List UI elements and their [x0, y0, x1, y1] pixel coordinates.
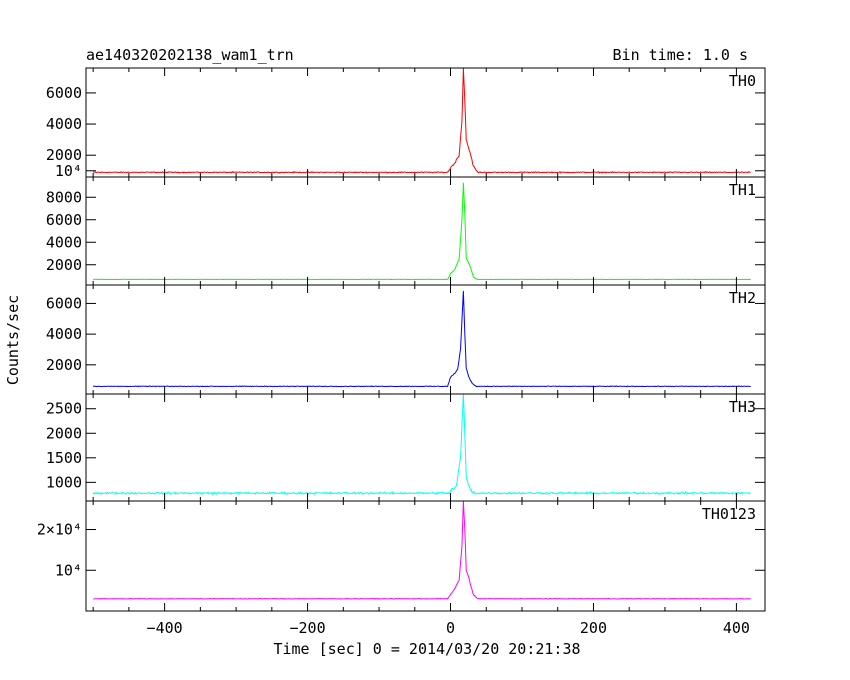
series-line-th0123: [93, 500, 751, 600]
panel-label: TH2: [729, 289, 756, 307]
panel-frame: [85, 500, 766, 612]
chart-subtitle: Bin time: 1.0 s: [613, 46, 748, 64]
y-tick-label: 8000: [46, 188, 82, 206]
y-tick-label: 10⁴: [55, 561, 82, 579]
series-line-th2: [92, 290, 751, 388]
x-tick-label: 400: [723, 619, 750, 637]
chart-title: ae140320202138_wam1_trn: [86, 46, 294, 64]
y-tick-label: 6000: [46, 294, 82, 312]
x-tick-label: 200: [580, 619, 607, 637]
y-tick-label: 4000: [46, 233, 82, 251]
panel-th0123: 10⁴ 2×10⁴ TH0123: [37, 500, 766, 612]
series-line-th3: [92, 393, 751, 496]
x-axis-title: Time [sec] 0 = 2014/03/20 20:21:38: [273, 640, 580, 658]
series-line-th1: [93, 182, 751, 281]
panel-label: TH0: [729, 72, 756, 90]
y-tick-label: 1500: [46, 449, 82, 467]
y-tick-label: 2500: [46, 400, 82, 418]
y-tick-label: 2000: [46, 146, 82, 164]
y-tick-label: 2000: [46, 256, 82, 274]
x-tick-label: −400: [147, 619, 183, 637]
panel-th3: 1000 1500 2000 2500 TH3: [46, 393, 766, 502]
panel-frame: [85, 176, 766, 286]
panel-label: TH0123: [702, 505, 756, 523]
y-tick-label: 1000: [46, 473, 82, 491]
series-line-th0: [92, 68, 751, 174]
panel-label: TH1: [729, 181, 756, 199]
y-tick-label: 4000: [46, 115, 82, 133]
panel-th1: 2000 4000 6000 8000 TH1: [46, 176, 766, 286]
panel-label: TH3: [729, 398, 756, 416]
y-axis-title: Counts/sec: [4, 295, 22, 385]
y-tick-label: 2×10⁴: [37, 521, 82, 539]
panel-th2: 2000 4000 6000 TH2: [46, 284, 766, 395]
y-tick-label: 6000: [46, 84, 82, 102]
y-tick-label: 2000: [46, 356, 82, 374]
y-tick-label: 2000: [46, 424, 82, 442]
x-tick-label: −200: [290, 619, 326, 637]
panel-frame: [85, 393, 766, 502]
panel-frame: [85, 284, 766, 395]
x-axis: −400 −200 0 200 400: [147, 619, 750, 637]
y-tick-label: 4000: [46, 325, 82, 343]
y-tick-label: 6000: [46, 211, 82, 229]
x-tick-label: 0: [446, 619, 455, 637]
y-tick-label: 10⁴: [55, 162, 82, 180]
panel-frame: [85, 67, 766, 178]
